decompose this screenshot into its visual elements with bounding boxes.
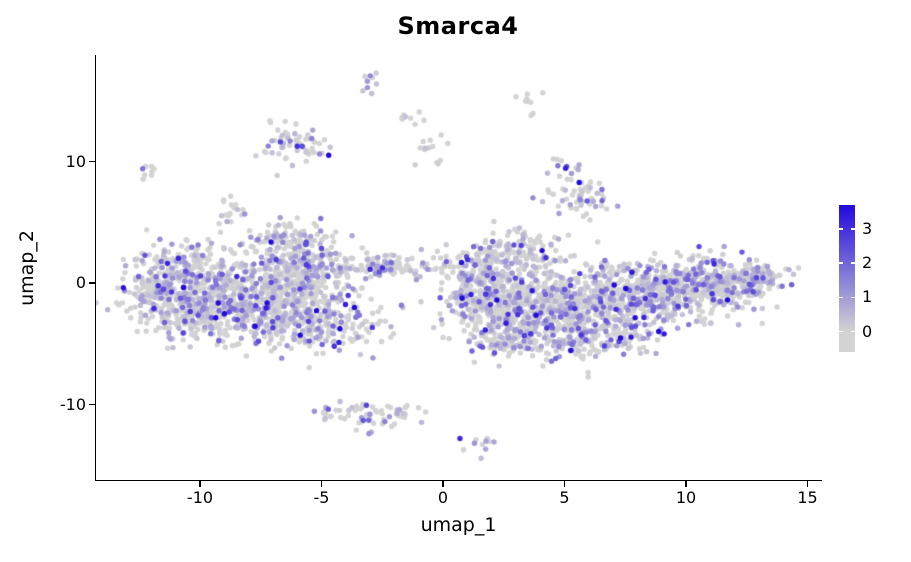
x-tick-label: -10 [186,488,214,507]
colorbar-tick-label: 0 [862,321,873,341]
colorbar-tick [839,262,843,264]
y-axis-line [94,55,96,481]
colorbar-tick [851,330,855,333]
colorbar-tick [839,330,843,333]
x-tick [806,481,809,487]
colorbar-tick [851,228,855,230]
y-tick [89,160,95,163]
y-axis-title: umap_2 [16,230,38,306]
y-tick-label: 0 [75,273,86,292]
x-tick [685,481,687,487]
colorbar-tick [839,296,843,299]
x-tick-label: 15 [797,488,818,507]
expression-colorbar [839,205,855,352]
plot-title: Smarca4 [397,12,519,40]
colorbar-tick [851,296,855,299]
x-tick [563,481,566,487]
x-tick-label: 5 [559,488,570,507]
x-axis-title: umap_1 [420,514,497,536]
colorbar-tick [851,262,855,264]
x-tick-label: 0 [437,488,449,507]
x-tick [320,481,323,487]
x-tick [442,481,444,487]
colorbar-tick-label: 1 [862,287,873,307]
x-tick-label: 10 [675,488,697,507]
colorbar-tick [839,228,843,230]
y-tick [89,282,95,284]
x-tick [199,481,201,487]
colorbar-tick-label: 2 [862,253,873,273]
y-tick [89,403,95,406]
y-tick-label: -10 [59,394,86,414]
colorbar-tick-label: 3 [862,219,873,238]
x-tick-label: -5 [313,488,330,507]
x-axis-line [95,480,822,482]
y-tick-label: 10 [65,151,86,171]
